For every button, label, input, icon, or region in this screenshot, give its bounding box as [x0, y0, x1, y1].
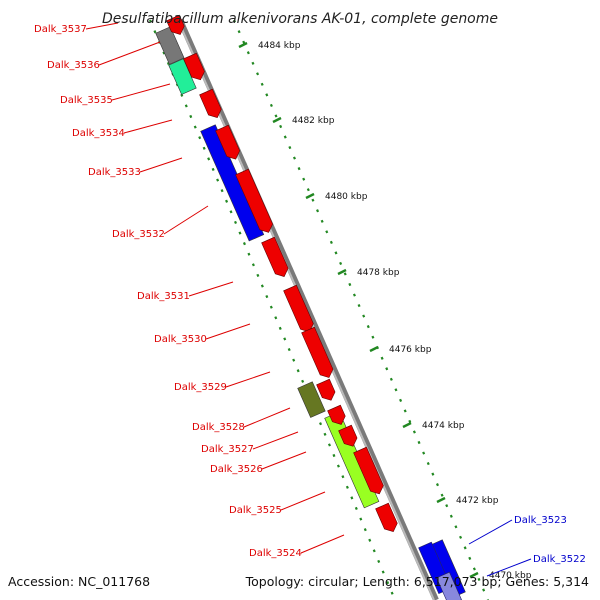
gene-arrow-body: [353, 446, 384, 495]
tick-mark: [337, 268, 347, 276]
tick-mark: [369, 345, 379, 353]
gene-arrow-body: [327, 404, 346, 425]
gene-arrow: [261, 236, 289, 277]
tick-mark: [402, 421, 412, 429]
gene-label: Dalk_3537: [34, 24, 87, 35]
genome-summary-text: Topology: circular; Length: 6,517,073 bp…: [245, 574, 589, 589]
label-leader-line: [252, 431, 299, 450]
gene-label: Dalk_3526: [210, 464, 263, 475]
tick-mark: [436, 496, 446, 504]
label-leader-line: [163, 205, 209, 235]
tick-label: 4470 kbp: [489, 571, 532, 581]
gene-arrow-body: [283, 284, 314, 333]
gene-label: Dalk_3528: [192, 422, 245, 433]
tick-label: 4478 kbp: [357, 268, 400, 278]
label-leader-line: [261, 451, 307, 470]
gene-label: Dalk_3525: [229, 505, 282, 516]
label-leader-line: [486, 558, 532, 577]
gene-arrow: [301, 326, 334, 378]
gene-arrow: [375, 502, 398, 532]
cds-block: [155, 26, 185, 65]
gene-arrow: [199, 88, 222, 118]
tick-scale-line: [232, 19, 490, 600]
label-leader-line: [85, 22, 119, 30]
tick-label: 4474 kbp: [422, 421, 465, 431]
tick-mark: [238, 41, 248, 49]
label-leader-line: [225, 371, 271, 388]
gene-label: Dalk_3531: [137, 291, 190, 302]
gene-arrow: [316, 378, 336, 401]
gene-label: Dalk_3535: [60, 95, 113, 106]
gene-label: Dalk_3533: [88, 167, 141, 178]
cds-block: [297, 381, 326, 418]
backbone-line: [177, 18, 439, 600]
gene-label: Dalk_3530: [154, 334, 207, 345]
gene-arrow: [166, 14, 185, 35]
tick-label: 4476 kbp: [389, 345, 432, 355]
gene-arrow: [327, 404, 346, 425]
gene-arrow: [353, 446, 384, 495]
gene-arrow: [283, 284, 314, 333]
page-title: Desulfatibacillum alkenivorans AK-01, co…: [102, 11, 498, 27]
label-leader-line: [280, 491, 326, 511]
tick-scale: 4484 kbp 4482 kbp 4480 kbp 4478 kbp 4476 kbp…: [232, 19, 532, 600]
gene-arrow-body: [338, 424, 358, 447]
tick-label: 4480 kbp: [325, 192, 368, 202]
gene-arrow-body: [375, 502, 398, 532]
label-leader-line: [188, 281, 234, 297]
gene-label: Dalk_3527: [201, 444, 254, 455]
gene-arrow-body: [199, 88, 222, 118]
gene-label: Dalk_3536: [47, 60, 100, 71]
gene-arrow-body: [183, 52, 205, 81]
gene-label: Dalk_3534: [72, 128, 125, 139]
label-leader-line: [123, 119, 173, 134]
gene-label: Dalk_3522: [533, 554, 586, 565]
label-leader-line: [468, 519, 513, 545]
tick-label: 4484 kbp: [258, 41, 301, 51]
gene-arrow: [235, 168, 273, 233]
gene-arrow-body: [235, 168, 273, 233]
label-leader-line: [98, 41, 161, 66]
gene-arrow: [183, 52, 205, 81]
gene-labels: Dalk_3537 Dalk_3536 Dalk_3535 Dalk_3534 Dalk…: [34, 22, 586, 577]
accession-text: Accession: NC_011768: [8, 574, 150, 589]
gene-arrow-body: [436, 571, 462, 600]
cds-ring-line: [148, 19, 397, 600]
gene-label: Dalk_3532: [112, 229, 165, 240]
tick-label: 4482 kbp: [292, 116, 335, 126]
label-leader-line: [111, 83, 171, 101]
gene-arrows: [166, 14, 462, 600]
tick-label: 4472 kbp: [456, 496, 499, 506]
gene-label: Dalk_3523: [514, 515, 567, 526]
tick-mark: [469, 571, 479, 579]
gene-arrow: [215, 124, 241, 160]
gene-arrow-body: [261, 236, 289, 277]
gene-arrow-forward: [436, 571, 462, 600]
gene-arrow-body: [215, 124, 241, 160]
gene-arrow: [338, 424, 358, 447]
label-leader-line: [243, 407, 291, 428]
gene-arrow-body: [166, 14, 185, 35]
gene-arrow-body: [316, 378, 336, 401]
label-leader-line: [300, 534, 345, 554]
label-leader-line: [205, 323, 251, 340]
tick-mark: [272, 116, 282, 124]
label-leader-line: [139, 157, 183, 173]
cds-ring: [148, 19, 466, 600]
gene-arrow-body: [301, 326, 334, 378]
gene-label: Dalk_3524: [249, 548, 302, 559]
gene-label: Dalk_3529: [174, 382, 227, 393]
tick-mark: [305, 192, 315, 200]
